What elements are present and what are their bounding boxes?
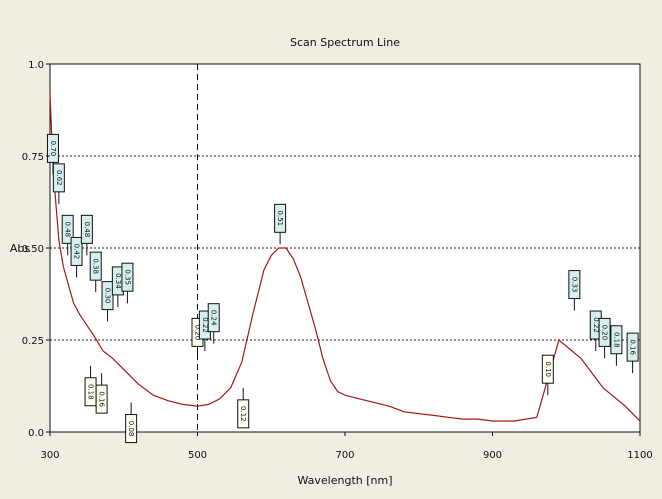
marker-value: 0.20 bbox=[194, 325, 202, 341]
marker-box bbox=[61, 214, 74, 244]
marker-box bbox=[52, 163, 65, 193]
peak-marker[interactable]: 0.42 bbox=[70, 236, 83, 278]
peak-marker[interactable]: 0.24 bbox=[207, 303, 220, 344]
marker-box bbox=[541, 354, 554, 384]
marker-value: 0.12 bbox=[239, 406, 247, 422]
marker-value: 0.22 bbox=[201, 317, 209, 333]
marker-value: 0.48 bbox=[64, 222, 72, 238]
marker-value: 0.33 bbox=[570, 277, 578, 293]
peak-marker[interactable]: 0.51 bbox=[274, 203, 287, 245]
x-tick-label: 500 bbox=[188, 450, 207, 461]
marker-value: 0.38 bbox=[92, 258, 100, 274]
y-tick-label: 1.0 bbox=[28, 60, 44, 71]
marker-box bbox=[610, 325, 623, 355]
marker-box bbox=[46, 133, 59, 163]
marker-value: 0.30 bbox=[104, 288, 112, 304]
marker-value: 0.70 bbox=[49, 141, 57, 157]
marker-value: 0.51 bbox=[276, 211, 284, 227]
axis-ticks: 0.0 0.25 0.50 0.75 1.0 300 500 700 900 1100 bbox=[22, 60, 653, 461]
y-axis-label: Abs bbox=[10, 242, 31, 255]
marker-value: 0.62 bbox=[55, 170, 63, 186]
marker-box bbox=[598, 317, 611, 347]
marker-box bbox=[89, 251, 102, 281]
peak-marker[interactable]: 0.48 bbox=[61, 214, 74, 256]
marker-value: 0.35 bbox=[123, 269, 131, 285]
marker-box bbox=[121, 262, 134, 292]
valley-marker[interactable]: 0.16 bbox=[95, 373, 108, 414]
chart-title: Scan Spectrum Line bbox=[290, 36, 400, 49]
marker-box bbox=[70, 236, 83, 266]
peak-marker[interactable]: 0.30 bbox=[101, 281, 114, 322]
peak-marker[interactable]: 0.38 bbox=[89, 251, 102, 293]
marker-box bbox=[207, 303, 220, 333]
marker-value: 0.18 bbox=[612, 332, 620, 348]
peak-marker[interactable]: 0.48 bbox=[80, 214, 93, 256]
marker-box bbox=[125, 414, 138, 444]
marker-value: 0.16 bbox=[629, 339, 637, 355]
x-tick-label: 700 bbox=[335, 450, 354, 461]
marker-box bbox=[626, 332, 639, 362]
peak-marker[interactable]: 0.16 bbox=[626, 332, 639, 374]
x-tick-label: 300 bbox=[40, 450, 59, 461]
marker-box bbox=[237, 399, 250, 429]
marker-box bbox=[274, 203, 287, 233]
peak-marker[interactable]: 0.20 bbox=[598, 317, 611, 359]
y-tick-label: 0.50 bbox=[22, 244, 44, 255]
plot-area bbox=[49, 63, 641, 433]
valley-marker[interactable]: 0.12 bbox=[237, 387, 250, 429]
marker-value: 0.10 bbox=[544, 361, 552, 377]
marker-value: 0.34 bbox=[114, 273, 122, 289]
marker-value: 0.24 bbox=[210, 310, 218, 326]
marker-box bbox=[95, 384, 108, 414]
peak-marker[interactable]: 0.10 bbox=[541, 354, 554, 396]
marker-box bbox=[101, 281, 114, 311]
peak-markers: 0.70 0.62 0.480.420.48 0.38 0.300.34 0.35 0.20… bbox=[46, 133, 639, 444]
y-tick-label: 0.0 bbox=[28, 428, 44, 439]
y-tick-label: 0.25 bbox=[22, 336, 44, 347]
marker-value: 0.22 bbox=[592, 317, 600, 333]
marker-value: 0.48 bbox=[83, 222, 91, 238]
marker-value: 0.20 bbox=[601, 325, 609, 341]
marker-value: 0.42 bbox=[73, 244, 81, 260]
marker-box bbox=[80, 214, 93, 244]
peak-marker[interactable]: 0.33 bbox=[568, 270, 581, 311]
marker-value: 0.18 bbox=[87, 384, 95, 400]
marker-value: 0.16 bbox=[98, 391, 106, 407]
marker-box bbox=[568, 270, 581, 300]
x-tick-label: 900 bbox=[483, 450, 502, 461]
peak-marker[interactable]: 0.35 bbox=[121, 262, 134, 304]
x-axis-label: Wavelength [nm] bbox=[297, 474, 392, 487]
peak-marker[interactable]: 0.18 bbox=[610, 325, 623, 366]
x-tick-label: 1100 bbox=[627, 450, 652, 461]
y-tick-label: 0.75 bbox=[22, 152, 44, 163]
marker-value: 0.08 bbox=[127, 421, 135, 437]
peak-marker[interactable]: 0.62 bbox=[52, 163, 65, 204]
valley-marker[interactable]: 0.08 bbox=[125, 402, 138, 444]
spectrum-line bbox=[49, 93, 641, 422]
